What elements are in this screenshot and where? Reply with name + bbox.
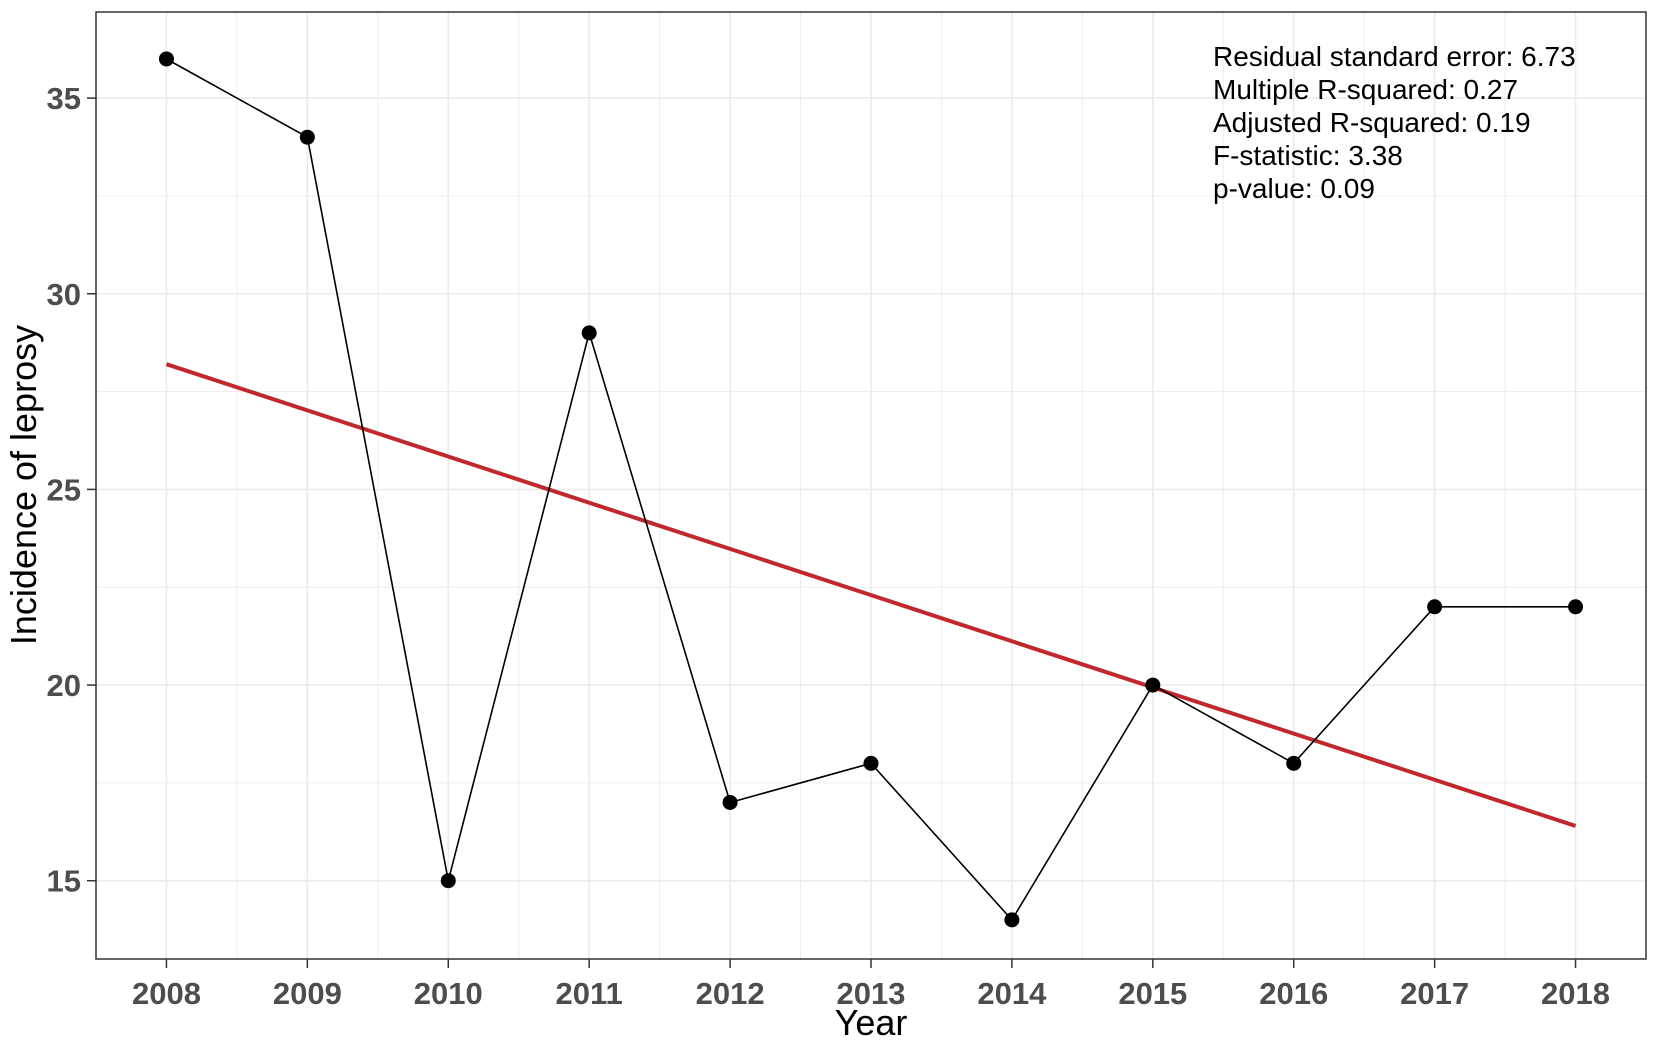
x-tick-label: 2011: [556, 976, 623, 1011]
x-tick-label: 2017: [1400, 976, 1469, 1011]
stats-line: Multiple R-squared: 0.27: [1213, 74, 1518, 105]
y-tick-label: 30: [47, 277, 81, 312]
x-tick-label: 2008: [132, 976, 201, 1011]
x-axis-title: Year: [835, 1002, 908, 1041]
data-point: [722, 794, 738, 810]
data-point: [299, 129, 315, 145]
data-point: [1286, 755, 1302, 771]
data-point: [1427, 599, 1443, 615]
stats-line: Residual standard error: 6.73: [1213, 41, 1576, 72]
y-tick-label: 25: [47, 472, 81, 507]
x-tick-label: 2014: [977, 976, 1047, 1011]
x-tick-label: 2018: [1541, 976, 1610, 1011]
y-axis: 15 20 25 30 35: [47, 81, 96, 899]
stats-line: p-value: 0.09: [1213, 173, 1375, 204]
x-tick-label: 2009: [273, 976, 342, 1011]
y-tick-label: 35: [47, 81, 81, 116]
x-tick-label: 2016: [1259, 976, 1328, 1011]
y-tick-label: 20: [47, 668, 81, 703]
data-point: [1004, 912, 1020, 928]
stats-line: F-statistic: 3.38: [1213, 140, 1403, 171]
y-tick-label: 15: [47, 864, 81, 899]
data-point: [158, 51, 174, 67]
data-point: [863, 755, 879, 771]
data-point: [1145, 677, 1161, 693]
y-axis-title: Incidence of leprosy: [3, 325, 44, 645]
trend-line: [165, 362, 1577, 828]
x-tick-label: 2010: [414, 976, 483, 1011]
trend-layer: [165, 362, 1577, 828]
x-tick-label: 2015: [1118, 976, 1187, 1011]
data-point: [1568, 599, 1584, 615]
x-axis: 2008 2009 2010 2011 2012 2013 2014 2015 2016 2017…: [132, 959, 1610, 1011]
data-point: [581, 325, 597, 341]
x-tick-label: 2012: [696, 976, 765, 1011]
stats-line: Adjusted R-squared: 0.19: [1213, 107, 1531, 138]
data-point: [440, 873, 456, 889]
points-layer: [158, 51, 1584, 928]
x-tick-label: 2013: [837, 976, 906, 1011]
